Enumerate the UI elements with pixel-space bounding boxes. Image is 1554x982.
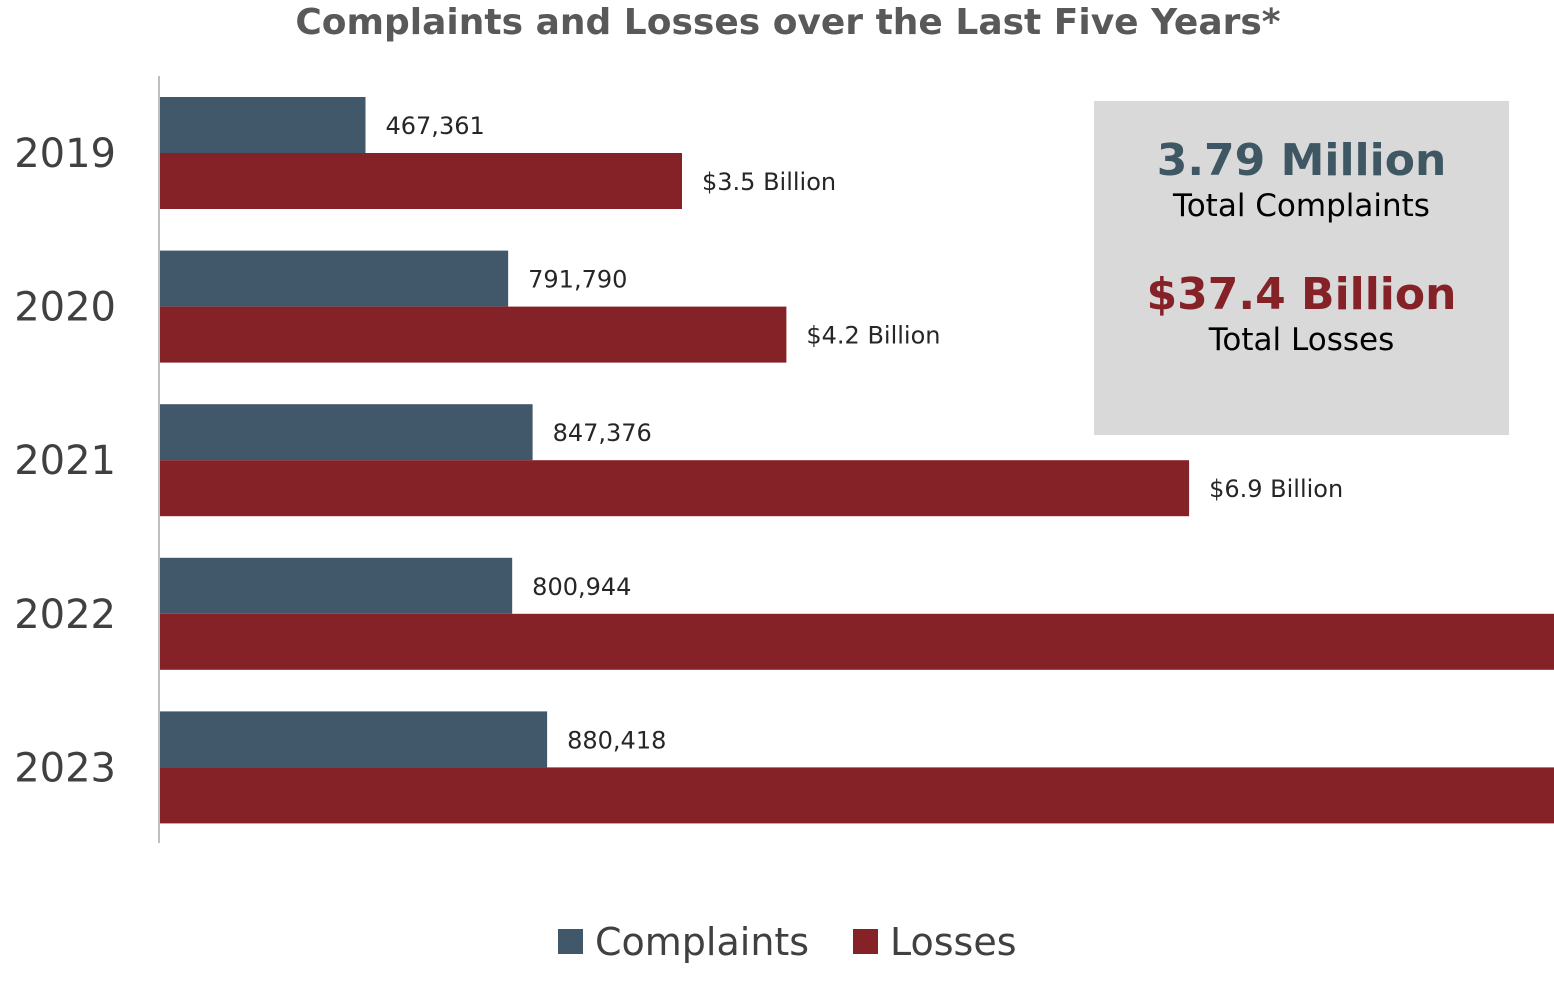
data-label-complaints-2022: 800,944 xyxy=(532,573,631,601)
data-label-losses-2020: $4.2 Billion xyxy=(806,322,940,350)
data-label-complaints-2021: 847,376 xyxy=(553,419,652,447)
category-label-2019: 2019 xyxy=(14,131,116,177)
bar-losses-2023 xyxy=(160,767,1554,824)
category-label-2021: 2021 xyxy=(14,438,116,484)
legend-swatch-losses xyxy=(853,929,878,954)
bar-losses-2022 xyxy=(160,613,1554,670)
bar-complaints-2021 xyxy=(160,404,533,461)
total-losses-caption: Total Losses xyxy=(1208,322,1395,358)
bar-complaints-2023 xyxy=(160,711,548,768)
total-losses-value: $37.4 Billion xyxy=(1146,269,1457,320)
category-label-2020: 2020 xyxy=(14,285,116,331)
bar-losses-2019 xyxy=(160,153,682,209)
data-label-complaints-2019: 467,361 xyxy=(386,112,485,140)
bars-layer: 2019 467,361 $3.5 Billion 2020 791,790 $4.2 B… xyxy=(14,97,1554,824)
bar-losses-2020 xyxy=(160,306,787,363)
bar-losses-2021 xyxy=(160,460,1190,517)
legend-swatch-complaints xyxy=(558,929,583,954)
total-complaints-value: 3.79 Million xyxy=(1156,135,1447,186)
legend-label-complaints: Complaints xyxy=(595,920,809,964)
data-label-losses-2019: $3.5 Billion xyxy=(702,168,836,196)
bar-complaints-2022 xyxy=(160,557,513,614)
bar-complaints-2020 xyxy=(160,250,509,307)
legend-label-losses: Losses xyxy=(890,920,1017,964)
data-label-losses-2021: $6.9 Billion xyxy=(1209,475,1343,503)
total-complaints-caption: Total Complaints xyxy=(1173,188,1430,224)
data-label-complaints-2023: 880,418 xyxy=(567,726,666,754)
category-label-2022: 2022 xyxy=(14,592,116,638)
data-label-complaints-2020: 791,790 xyxy=(528,266,627,294)
category-label-2023: 2023 xyxy=(14,745,116,791)
bar-complaints-2019 xyxy=(160,97,366,153)
chart-title: Complaints and Losses over the Last Five… xyxy=(295,2,1280,43)
legend: Complaints Losses xyxy=(558,920,1017,964)
summary-box: 3.79 Million Total Complaints $37.4 Bill… xyxy=(1094,101,1509,435)
